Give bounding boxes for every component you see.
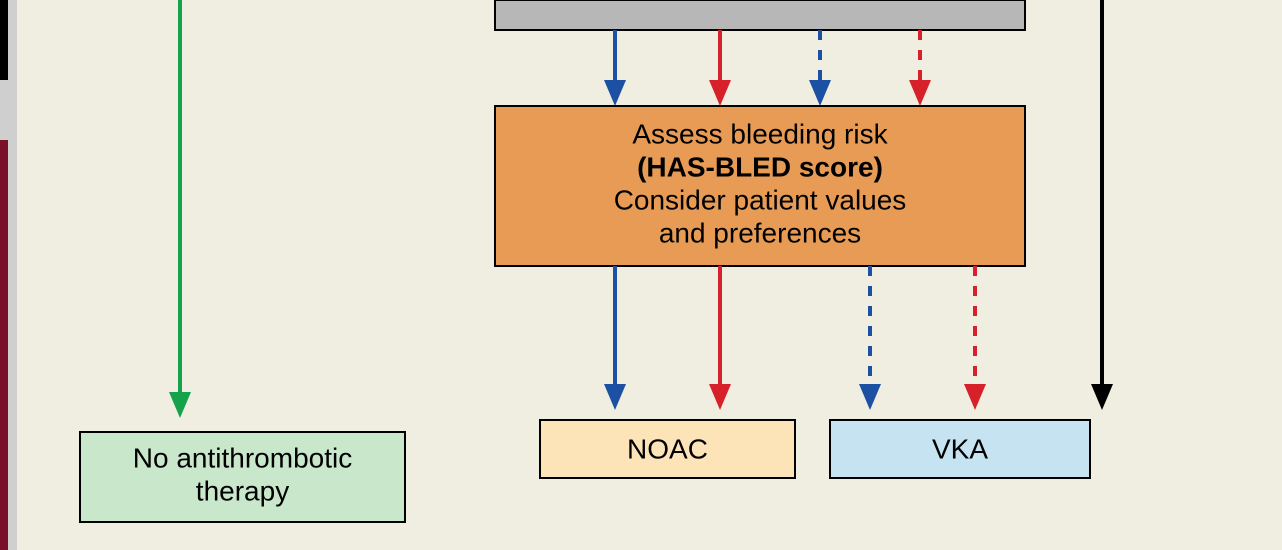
assess-box-line: (HAS-BLED score): [637, 152, 883, 183]
no-anti-line: No antithrombotic: [133, 443, 352, 474]
vka-label: VKA: [932, 433, 988, 464]
no-anti-line: therapy: [196, 476, 289, 507]
assess-box-line: Assess bleeding risk: [632, 119, 888, 150]
no-anti-box: No antithrombotictherapy: [80, 432, 405, 522]
vka-box: VKA: [830, 420, 1090, 478]
assess-box-line: and preferences: [659, 218, 861, 249]
noac-box: NOAC: [540, 420, 795, 478]
assess-box: Assess bleeding risk(HAS-BLED score)Cons…: [495, 106, 1025, 266]
assess-box-line: Consider patient values: [614, 185, 907, 216]
noac-label: NOAC: [627, 433, 708, 464]
top-gray-box: [495, 0, 1025, 30]
left-black-bar: [0, 0, 8, 80]
left-maroon-bar: [0, 140, 8, 550]
